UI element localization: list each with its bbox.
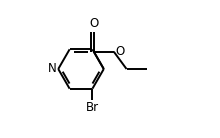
Text: O: O — [115, 45, 124, 58]
Text: O: O — [89, 17, 98, 30]
Text: Br: Br — [86, 101, 99, 114]
Text: N: N — [48, 63, 57, 75]
